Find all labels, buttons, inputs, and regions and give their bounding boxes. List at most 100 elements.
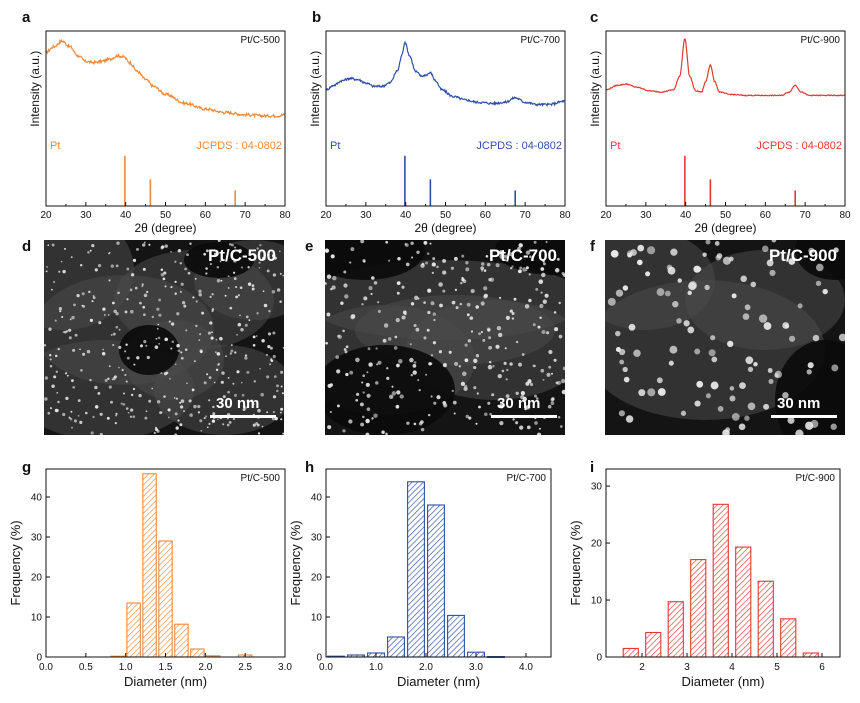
xrd-chart-a: Pt/C-500 Pt JCPDS : 04-0802 20 30 40 50 60 70 80 2…	[28, 30, 291, 235]
tem-image-e: Pt/C-700 30 nm	[325, 240, 565, 435]
nanoparticle	[250, 399, 254, 403]
nanoparticle	[48, 327, 52, 331]
nanoparticle	[65, 396, 69, 401]
nanoparticle	[179, 401, 182, 404]
nanoparticle	[742, 313, 750, 320]
nanoparticle	[729, 395, 736, 402]
nanoparticle	[79, 348, 81, 351]
nanoparticle	[538, 427, 541, 430]
vacuum-region	[119, 325, 179, 375]
nanoparticle	[429, 362, 433, 366]
nanoparticle	[209, 263, 212, 266]
nanoparticle	[750, 281, 757, 288]
reference-label-b: Pt	[330, 140, 340, 152]
nanoparticle	[623, 376, 630, 383]
nanoparticle	[535, 397, 539, 400]
nanoparticle	[45, 270, 48, 273]
nanoparticle	[413, 361, 417, 364]
nanoparticle	[424, 261, 429, 265]
nanoparticle	[142, 267, 146, 271]
panel-letter-g: g	[22, 459, 32, 476]
nanoparticle	[409, 357, 414, 363]
nanoparticle	[511, 265, 514, 268]
nanoparticle	[282, 346, 284, 349]
nanoparticle	[227, 390, 230, 394]
nanoparticle	[488, 345, 493, 350]
nanoparticle	[207, 331, 211, 335]
nanoparticle	[256, 247, 259, 250]
nanoparticle	[344, 294, 349, 299]
nanoparticle	[194, 277, 197, 280]
nanoparticle	[433, 401, 437, 405]
nanoparticle	[542, 299, 547, 304]
nanoparticle	[107, 377, 110, 380]
nanoparticle	[398, 359, 403, 364]
nanoparticle	[615, 346, 621, 353]
nanoparticle	[72, 348, 76, 352]
nanoparticle	[272, 410, 275, 414]
nanoparticle	[342, 429, 346, 433]
panel-letter-h: h	[305, 459, 315, 476]
nanoparticle	[350, 247, 355, 252]
y-tick-label: 20	[591, 539, 603, 550]
nanoparticle	[558, 334, 563, 339]
nanoparticle	[211, 293, 214, 296]
nanoparticle	[484, 412, 488, 417]
nanoparticle	[271, 254, 276, 258]
nanoparticle	[174, 292, 177, 295]
nanoparticle	[738, 423, 746, 431]
reference-label-a: Pt	[50, 140, 60, 152]
nanoparticle	[615, 289, 624, 297]
nanoparticle	[442, 258, 447, 263]
nanoparticle	[170, 347, 173, 350]
nanoparticle	[676, 318, 682, 324]
histogram-bar	[126, 602, 141, 658]
nanoparticle	[99, 432, 103, 435]
y-axis-label-h: Frequency (%)	[288, 520, 303, 605]
x-tick-label: 1.0	[119, 662, 133, 673]
nanoparticle	[217, 363, 220, 366]
nanoparticle	[123, 392, 125, 395]
pt-nanoparticles	[607, 240, 845, 435]
nanoparticle	[808, 247, 815, 254]
nanoparticle	[257, 408, 261, 413]
nanoparticle	[227, 377, 230, 379]
nanoparticle	[683, 320, 690, 327]
nanoparticle	[657, 388, 666, 396]
nanoparticle	[185, 329, 188, 332]
y-axis-label-b: Intensity (a.u.)	[308, 51, 322, 127]
nanoparticle	[57, 400, 60, 404]
nanoparticle	[461, 254, 465, 258]
nanoparticle	[656, 377, 663, 384]
nanoparticle	[148, 399, 152, 403]
nanoparticle	[465, 414, 470, 419]
nanoparticle	[112, 301, 115, 305]
nanoparticle	[261, 339, 265, 343]
nanoparticle	[475, 422, 478, 425]
nanoparticle	[497, 373, 502, 379]
nanoparticle	[53, 375, 57, 379]
histogram-bar	[645, 631, 662, 658]
nanoparticle	[469, 316, 474, 320]
nanoparticle	[789, 335, 796, 342]
nanoparticle	[272, 354, 276, 359]
nanoparticle	[430, 354, 434, 357]
nanoparticle	[47, 411, 51, 415]
nanoparticle	[51, 243, 55, 247]
nanoparticle	[533, 240, 537, 244]
nanoparticle	[174, 260, 177, 263]
nanoparticle	[541, 272, 546, 278]
nanoparticle	[363, 260, 366, 263]
nanoparticle	[219, 260, 222, 263]
nanoparticle	[118, 366, 120, 369]
nanoparticle	[487, 401, 491, 405]
nanoparticle	[394, 335, 398, 339]
vacuum-region	[184, 242, 254, 278]
x-tick-label: 4	[729, 662, 735, 673]
nanoparticle	[483, 269, 487, 272]
nanoparticle	[414, 295, 419, 300]
nanoparticle	[203, 252, 207, 256]
nanoparticle	[91, 300, 94, 303]
nanoparticle	[66, 374, 69, 377]
y-tick-label: 20	[311, 573, 323, 584]
